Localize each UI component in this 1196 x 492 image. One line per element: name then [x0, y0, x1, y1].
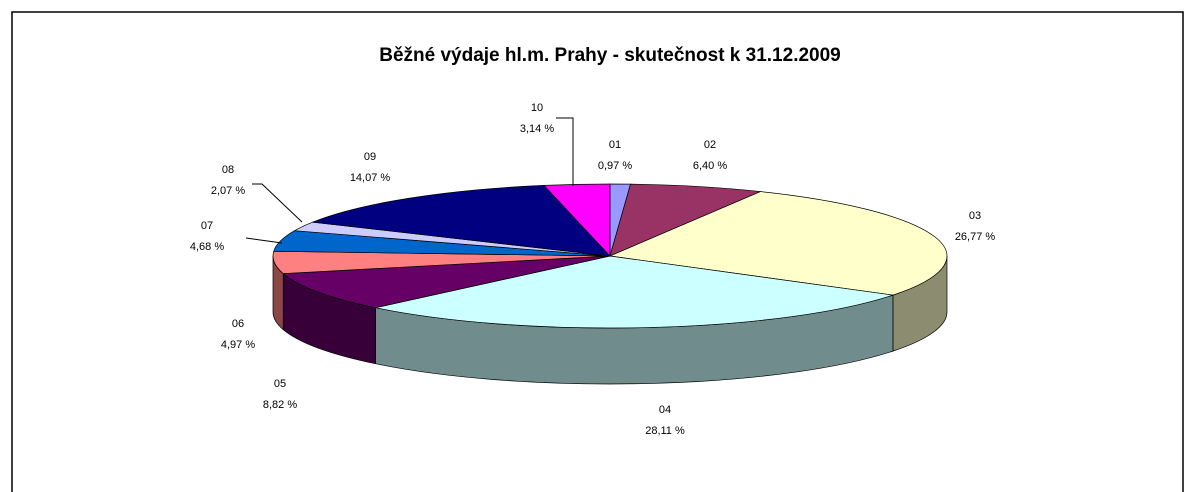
- slice-category-label: 01: [609, 139, 621, 151]
- slice-category-label: 06: [232, 318, 244, 330]
- slice-category-label: 04: [659, 404, 671, 416]
- slice-value-label: 28,11 %: [645, 425, 685, 437]
- leader-line: [556, 117, 574, 186]
- slice-category-label: 09: [364, 151, 376, 163]
- leader-line: [252, 183, 303, 223]
- slice-value-label: 4,68 %: [190, 241, 224, 253]
- slice-category-label: 07: [201, 220, 213, 232]
- slice-category-label: 02: [704, 139, 716, 151]
- slice: [375, 255, 894, 329]
- slice: [312, 185, 611, 257]
- slice-value-label: 2,07 %: [211, 185, 245, 197]
- slice-category-label: 08: [222, 164, 234, 176]
- slice-category-label: 03: [969, 210, 981, 222]
- slice-value-label: 14,07 %: [350, 172, 391, 184]
- chart-title: Běžné výdaje hl.m. Prahy - skutečnost k …: [379, 45, 841, 66]
- slice-category-label: 10: [531, 102, 543, 114]
- slice: [608, 191, 948, 296]
- slice: [543, 183, 611, 257]
- slice-category-label: 05: [274, 378, 286, 390]
- slice-value-label: 26,77 %: [955, 231, 996, 243]
- slice: [282, 255, 611, 309]
- leader-line: [245, 237, 283, 244]
- slice: [609, 183, 762, 257]
- slice-value-label: 3,14 %: [520, 123, 554, 135]
- slice-value-label: 6,40 %: [693, 160, 727, 172]
- slice-value-label: 4,97 %: [221, 339, 255, 351]
- slice-value-label: 0,97 %: [598, 160, 632, 172]
- slice-value-label: 8,82 %: [263, 399, 297, 411]
